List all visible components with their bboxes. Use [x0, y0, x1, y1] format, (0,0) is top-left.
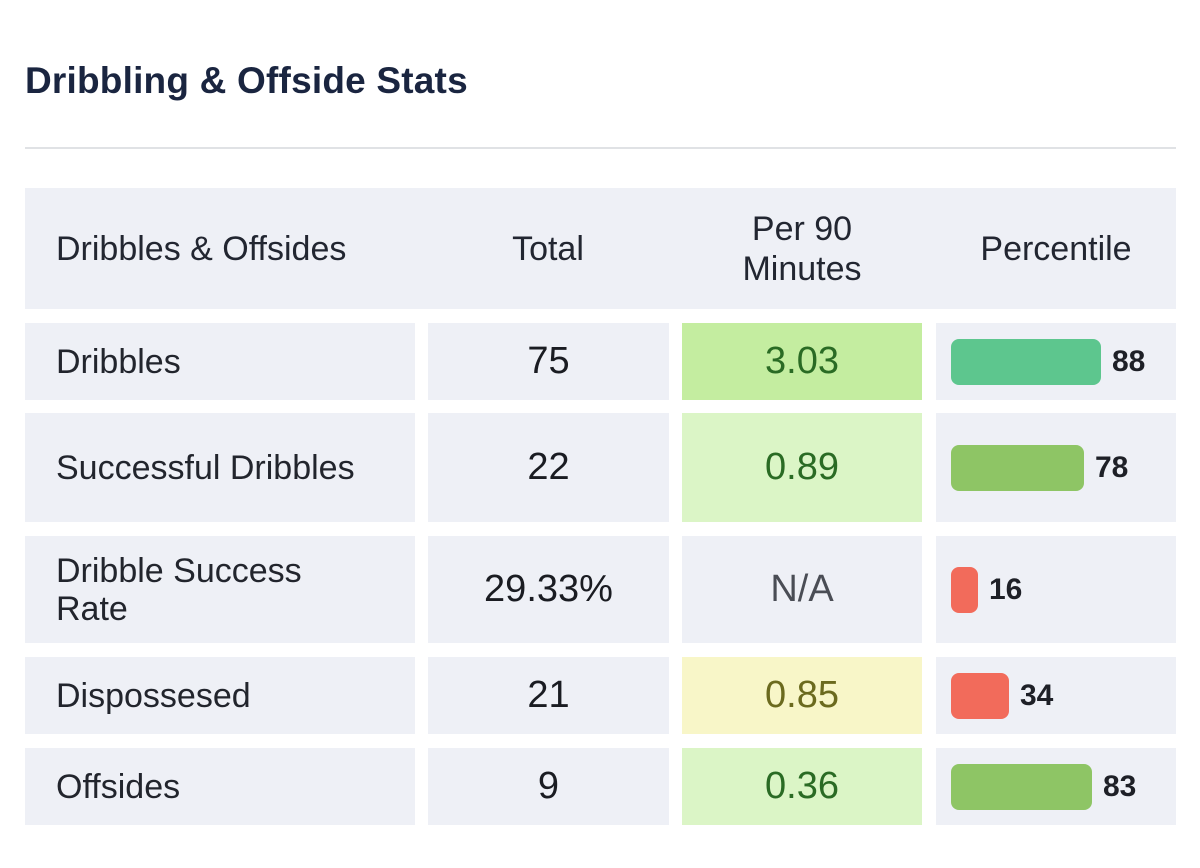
- total-value: 29.33%: [428, 536, 669, 643]
- header-per90[interactable]: Per 90 Minutes: [682, 188, 922, 309]
- row-label: Dribbles: [56, 342, 181, 381]
- row-label-cell: Successful Dribbles: [25, 413, 415, 522]
- percentile-bar: [951, 672, 1009, 719]
- header-category[interactable]: Dribbles & Offsides: [56, 229, 347, 268]
- table-row: Offsides 9 0.36 83: [25, 748, 1176, 825]
- percentile-value: 83: [1103, 769, 1137, 803]
- header-per90-label: Per 90 Minutes: [742, 209, 862, 288]
- row-label-cell: Dispossesed: [25, 657, 415, 734]
- per90-value: 3.03: [682, 323, 922, 400]
- total-value: 21: [428, 657, 669, 734]
- per90-value: 0.85: [682, 657, 922, 734]
- row-label-cell: Dribbles: [25, 323, 415, 400]
- percentile-cell: 34: [936, 657, 1176, 734]
- per90-value: 0.89: [682, 413, 922, 522]
- percentile-bar: [951, 566, 978, 613]
- table-row: Dribble Success Rate 29.33% N/A 16: [25, 536, 1176, 643]
- row-label: Dribble Success Rate: [56, 551, 302, 628]
- percentile-value: 88: [1112, 344, 1146, 378]
- percentile-value: 78: [1095, 450, 1129, 484]
- percentile-cell: 16: [936, 536, 1176, 643]
- percentile-bar: [951, 444, 1084, 491]
- table-row: Successful Dribbles 22 0.89 78: [25, 413, 1176, 522]
- row-label: Dispossesed: [56, 676, 251, 715]
- table-row: Dribbles 75 3.03 88: [25, 323, 1176, 400]
- percentile-bar: [951, 763, 1092, 810]
- header-total[interactable]: Total: [512, 229, 584, 268]
- percentile-bar: [951, 338, 1101, 385]
- table-header: Dribbles & Offsides Total Per 90 Minutes…: [25, 188, 1176, 309]
- row-label-cell: Offsides: [25, 748, 415, 825]
- total-value: 9: [428, 748, 669, 825]
- table-row: Dispossesed 21 0.85 34: [25, 657, 1176, 734]
- row-label: Successful Dribbles: [56, 448, 355, 487]
- stats-table: Dribbles & Offsides Total Per 90 Minutes…: [25, 188, 1176, 309]
- total-value: 75: [428, 323, 669, 400]
- percentile-cell: 78: [936, 413, 1176, 522]
- row-label: Offsides: [56, 767, 181, 806]
- title-divider: [25, 147, 1176, 149]
- row-label-cell: Dribble Success Rate: [25, 536, 415, 643]
- page-title: Dribbling & Offside Stats: [25, 60, 468, 101]
- per90-value: N/A: [682, 536, 922, 643]
- header-percentile[interactable]: Percentile: [980, 229, 1132, 268]
- percentile-cell: 88: [936, 323, 1176, 400]
- percentile-value: 34: [1020, 678, 1054, 712]
- total-value: 22: [428, 413, 669, 522]
- per90-value: 0.36: [682, 748, 922, 825]
- percentile-cell: 83: [936, 748, 1176, 825]
- percentile-value: 16: [989, 572, 1023, 606]
